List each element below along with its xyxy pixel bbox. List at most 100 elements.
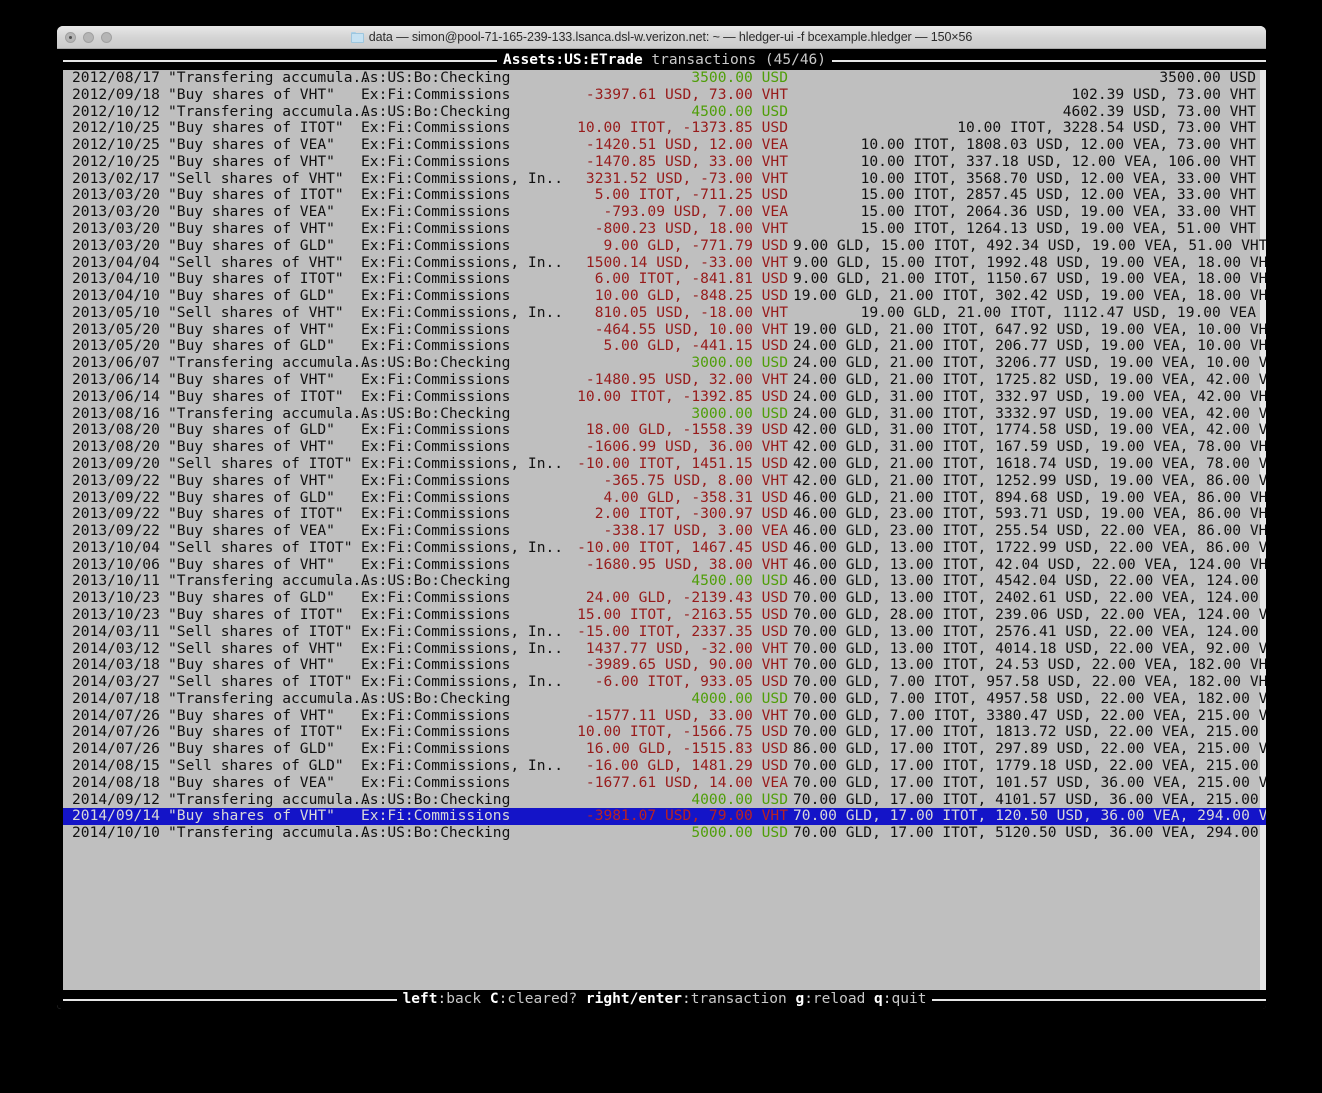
row-account: Ex:Fi:Commissions — [361, 236, 511, 254]
row-change: 1500.14 USD, -33.00 VHT — [585, 253, 788, 271]
table-row[interactable]: 2012/10/25 "Buy shares of VEA" Ex:Fi:Commi… — [63, 136, 1266, 154]
table-row[interactable]: 2012/10/25 "Buy shares of VHT" Ex:Fi:Commi… — [63, 153, 1266, 171]
row-account: Ex:Fi:Commissions — [361, 287, 511, 305]
row-description: "Sell shares of VHT" — [168, 303, 344, 321]
row-date: 2014/03/18 — [72, 656, 160, 674]
row-date: 2013/03/20 — [72, 186, 160, 204]
table-row[interactable]: 2013/03/20 "Buy shares of VHT" Ex:Fi:Commi… — [63, 220, 1266, 238]
row-change: 24.00 GLD, -2139.43 USD — [585, 589, 788, 607]
row-change: -1677.61 USD, 14.00 VEA — [585, 773, 788, 791]
table-row[interactable]: 2013/04/10 "Buy shares of GLD" Ex:Fi:Commi… — [63, 287, 1266, 305]
table-row[interactable]: 2013/09/22 "Buy shares of VEA" Ex:Fi:Commi… — [63, 522, 1266, 540]
table-row[interactable]: 2014/10/10 "Transfering accumula.. As:US:B… — [63, 824, 1266, 842]
table-row[interactable]: 2013/09/22 "Buy shares of ITOT" Ex:Fi:Comm… — [63, 505, 1266, 523]
row-description: "Buy shares of VHT" — [168, 555, 335, 573]
table-row[interactable]: 2013/03/20 "Buy shares of ITOT" Ex:Fi:Comm… — [63, 187, 1266, 204]
table-row[interactable]: 2014/09/14 "Buy shares of VHT" Ex:Fi:Commi… — [63, 807, 1266, 826]
row-description: "Buy shares of VEA" — [168, 136, 335, 154]
row-date: 2012/08/17 — [72, 69, 160, 86]
table-row[interactable]: 2013/05/20 "Buy shares of GLD" Ex:Fi:Commi… — [63, 338, 1266, 355]
row-account: Ex:Fi:Commissions — [361, 85, 511, 103]
table-row[interactable]: 2013/09/22 "Buy shares of GLD" Ex:Fi:Commi… — [63, 488, 1266, 507]
table-row[interactable]: 2014/07/26 "Buy shares of VHT" Ex:Fi:Commi… — [63, 707, 1266, 725]
row-balance: 3500.00 USD — [1159, 69, 1256, 86]
row-description: "Transfering accumula.. — [168, 824, 371, 842]
table-row[interactable]: 2013/05/10 "Sell shares of VHT" Ex:Fi:Comm… — [63, 303, 1266, 322]
table-row[interactable]: 2013/10/11 "Transfering accumula.. As:US:B… — [63, 573, 1266, 590]
table-row[interactable]: 2013/06/14 "Buy shares of ITOT" Ex:Fi:Comm… — [63, 387, 1266, 406]
table-row[interactable]: 2013/10/23 "Buy shares of ITOT" Ex:Fi:Comm… — [63, 605, 1266, 624]
zoom-button[interactable] — [101, 32, 112, 43]
footer-action: transaction — [690, 991, 787, 1007]
row-balance: 70.00 GLD, 17.00 ITOT, 101.57 USD, 36.00… — [793, 773, 1266, 791]
row-date: 2013/09/22 — [72, 488, 160, 506]
row-date: 2013/10/06 — [72, 555, 160, 573]
row-change: 16.00 GLD, -1515.83 USD — [585, 740, 788, 758]
row-date: 2013/09/22 — [72, 505, 160, 523]
table-row[interactable]: 2013/04/10 "Buy shares of ITOT" Ex:Fi:Comm… — [63, 271, 1266, 288]
table-row[interactable]: 2014/07/26 "Buy shares of GLD" Ex:Fi:Commi… — [63, 740, 1266, 758]
table-row[interactable]: 2014/08/15 "Sell shares of GLD" Ex:Fi:Comm… — [63, 757, 1266, 775]
row-description: "Sell shares of ITOT" — [168, 454, 353, 472]
folder-icon — [350, 31, 364, 43]
table-row[interactable]: 2013/08/20 "Buy shares of VHT" Ex:Fi:Commi… — [63, 438, 1266, 456]
row-change: -6.00 ITOT, 933.05 USD — [594, 673, 788, 691]
footer-key: left — [402, 991, 438, 1007]
table-row[interactable]: 2014/09/12 "Transfering accumula.. As:US:B… — [63, 790, 1266, 809]
row-date: 2013/06/14 — [72, 387, 160, 405]
minimize-button[interactable] — [83, 32, 94, 43]
row-balance: 46.00 GLD, 21.00 ITOT, 894.68 USD, 19.00… — [793, 488, 1266, 506]
table-row[interactable]: 2012/10/12 "Transfering accumula.. As:US:B… — [63, 103, 1266, 121]
footer-keybindings[interactable]: left:back C:cleared? right/enter:transac… — [402, 991, 927, 1007]
table-row[interactable]: 2013/08/20 "Buy shares of GLD" Ex:Fi:Commi… — [63, 422, 1266, 439]
row-balance: 24.00 GLD, 21.00 ITOT, 206.77 USD, 19.00… — [793, 337, 1266, 355]
row-change: 4000.00 USD — [691, 790, 788, 808]
window-title: data — simon@pool-71-165-239-133.lsanca.… — [368, 30, 973, 44]
row-date: 2013/03/20 — [72, 220, 160, 238]
row-description: "Buy shares of VHT" — [168, 320, 335, 338]
transactions-list[interactable]: 2012/08/17 "Transfering accumula.. As:US:B… — [63, 69, 1266, 990]
row-description: "Buy shares of ITOT" — [168, 723, 344, 741]
table-row[interactable]: 2014/03/12 "Sell shares of VHT" Ex:Fi:Comm… — [63, 640, 1266, 658]
table-row[interactable]: 2013/03/20 "Buy shares of GLD" Ex:Fi:Commi… — [63, 236, 1266, 255]
table-row[interactable]: 2012/08/17 "Transfering accumula.. As:US:B… — [63, 69, 1266, 87]
table-row[interactable]: 2013/03/20 "Buy shares of VEA" Ex:Fi:Commi… — [63, 203, 1266, 221]
table-row[interactable]: 2013/06/14 "Buy shares of VHT" Ex:Fi:Commi… — [63, 371, 1266, 389]
table-row[interactable]: 2014/03/11 "Sell shares of ITOT" Ex:Fi:Com… — [63, 622, 1266, 641]
table-row[interactable]: 2013/06/07 "Transfering accumula.. As:US:B… — [63, 354, 1266, 372]
row-account: Ex:Fi:Commissions — [361, 656, 511, 674]
table-row[interactable]: 2014/08/18 "Buy shares of VEA" Ex:Fi:Commi… — [63, 773, 1266, 792]
table-row[interactable]: 2012/09/18 "Buy shares of VHT" Ex:Fi:Commi… — [63, 85, 1266, 104]
table-row[interactable]: 2013/10/23 "Buy shares of GLD" Ex:Fi:Commi… — [63, 589, 1266, 607]
table-row[interactable]: 2013/05/20 "Buy shares of VHT" Ex:Fi:Commi… — [63, 320, 1266, 339]
table-row[interactable]: 2013/04/04 "Sell shares of VHT" Ex:Fi:Comm… — [63, 253, 1266, 272]
table-row[interactable]: 2013/08/16 "Transfering accumula.. As:US:B… — [63, 404, 1266, 423]
row-account: As:US:Bo:Checking — [361, 824, 511, 842]
row-account: As:US:Bo:Checking — [361, 404, 511, 422]
close-button[interactable] — [65, 32, 76, 43]
table-row[interactable]: 2014/03/27 "Sell shares of ITOT" Ex:Fi:Com… — [63, 673, 1266, 691]
table-row[interactable]: 2013/10/04 "Sell shares of ITOT" Ex:Fi:Com… — [63, 539, 1266, 557]
table-row[interactable]: 2013/10/06 "Buy shares of VHT" Ex:Fi:Commi… — [63, 555, 1266, 574]
table-row[interactable]: 2014/03/18 "Buy shares of VHT" Ex:Fi:Commi… — [63, 657, 1266, 674]
row-account: Ex:Fi:Commissions, In.. — [361, 303, 564, 321]
table-row[interactable]: 2013/02/17 "Sell shares of VHT" Ex:Fi:Comm… — [63, 170, 1266, 188]
row-account: Ex:Fi:Commissions, In.. — [361, 622, 564, 640]
row-balance: 70.00 GLD, 17.00 ITOT, 120.50 USD, 36.00… — [793, 807, 1266, 825]
row-balance: 46.00 GLD, 13.00 ITOT, 4542.04 USD, 22.0… — [793, 572, 1266, 590]
row-account: Ex:Fi:Commissions — [361, 320, 511, 338]
table-row[interactable]: 2012/10/25 "Buy shares of ITOT" Ex:Fi:Comm… — [63, 120, 1266, 137]
scrollbar-track[interactable] — [1260, 70, 1266, 990]
row-change: -3981.07 USD, 79.00 VHT — [585, 807, 788, 825]
row-date: 2013/10/23 — [72, 605, 160, 623]
table-row[interactable]: 2013/09/20 "Sell shares of ITOT" Ex:Fi:Com… — [63, 454, 1266, 473]
table-row[interactable]: 2014/07/26 "Buy shares of ITOT" Ex:Fi:Comm… — [63, 724, 1266, 741]
row-balance: 15.00 ITOT, 2857.45 USD, 12.00 VEA, 33.0… — [860, 186, 1256, 204]
row-description: "Buy shares of VEA" — [168, 773, 335, 791]
row-balance: 19.00 GLD, 21.00 ITOT, 302.42 USD, 19.00… — [793, 287, 1266, 305]
table-row[interactable]: 2014/07/18 "Transfering accumula.. As:US:B… — [63, 690, 1266, 708]
row-balance: 42.00 GLD, 21.00 ITOT, 1252.99 USD, 19.0… — [793, 471, 1266, 489]
window-titlebar[interactable]: data — simon@pool-71-165-239-133.lsanca.… — [57, 26, 1266, 49]
table-row[interactable]: 2013/09/22 "Buy shares of VHT" Ex:Fi:Commi… — [63, 471, 1266, 490]
